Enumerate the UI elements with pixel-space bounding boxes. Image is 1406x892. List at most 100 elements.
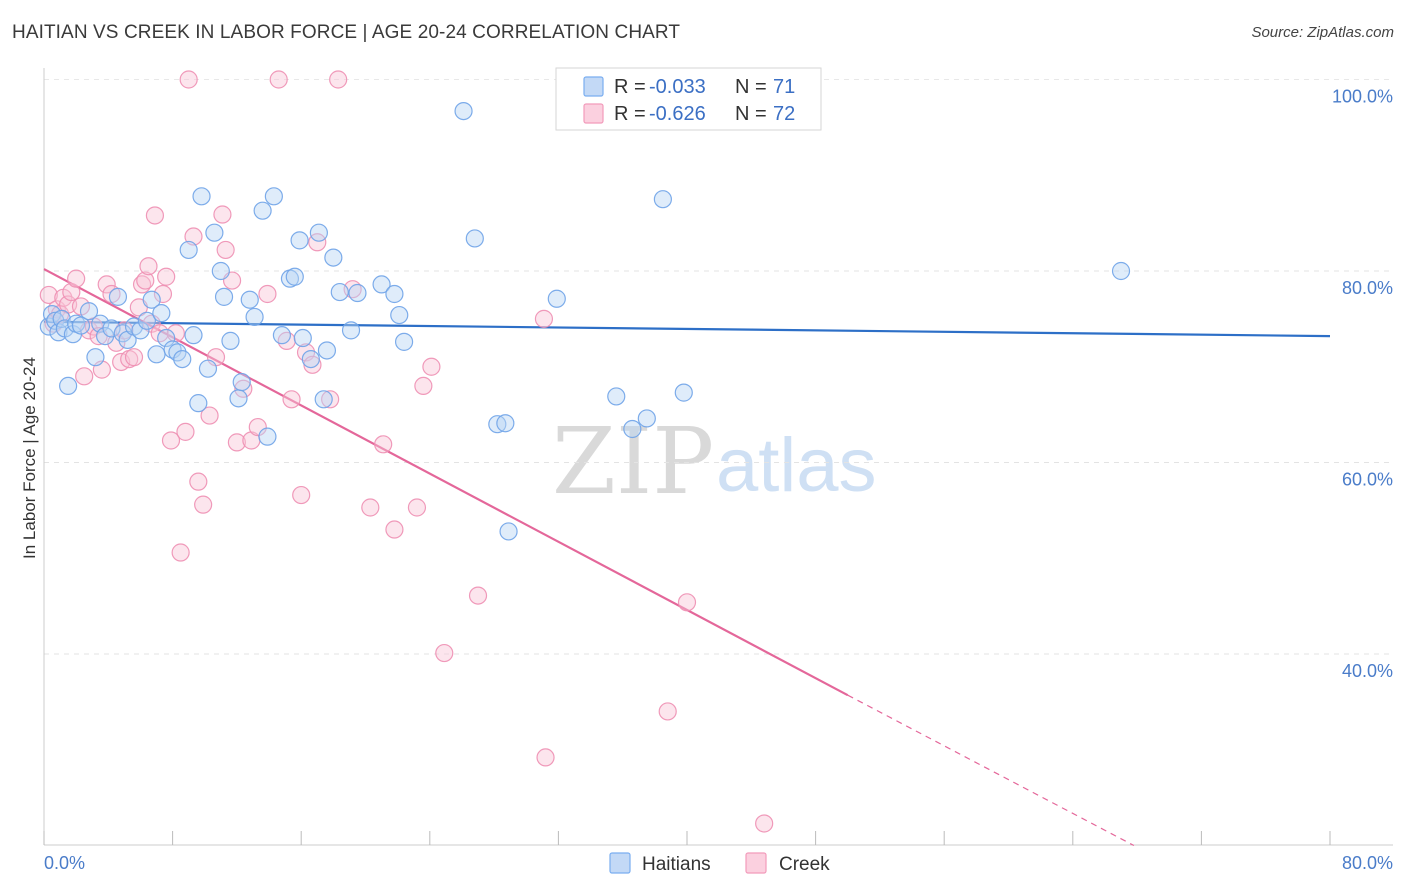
trend-line-haitians xyxy=(43,320,1331,338)
haitians-point-54 xyxy=(330,282,349,302)
bottom-legend-haitians: Haitians xyxy=(642,854,711,875)
haitians-point-6 xyxy=(59,376,78,395)
creek-point-30 xyxy=(161,431,181,450)
source-credit: Source: ZipAtlas.com xyxy=(1251,24,1394,41)
haitians-point-37 xyxy=(229,389,248,408)
creek-point-66 xyxy=(534,309,554,328)
y-tick-label-60: 60.0% xyxy=(1342,470,1393,490)
haitians-point-27 xyxy=(173,349,192,369)
haitians-point-41 xyxy=(253,201,272,220)
haitians-point-46 xyxy=(285,267,304,286)
trend-line-creek xyxy=(43,268,849,697)
haitians-point-70 xyxy=(653,190,672,209)
haitians-point-40 xyxy=(245,307,264,327)
haitians-point-14 xyxy=(102,319,121,338)
correlation-legend: R = -0.033 N = 71 R = -0.626 N = 72 xyxy=(555,67,822,131)
haitians-point-32 xyxy=(198,359,218,378)
haitians-point-49 xyxy=(301,349,320,369)
haitians-point-23 xyxy=(152,304,171,323)
creek-point-9 xyxy=(75,367,94,386)
legend-swatch-haitians xyxy=(583,76,604,97)
haitians-point-20 xyxy=(137,311,156,330)
haitians-point-38 xyxy=(232,372,251,392)
bottom-swatch-haitians xyxy=(609,852,631,874)
haitians-point-68 xyxy=(623,419,642,439)
haitians-point-21 xyxy=(142,290,161,309)
haitians-point-67 xyxy=(607,387,626,406)
haitians-point-25 xyxy=(163,340,182,359)
creek-point-68 xyxy=(658,702,677,721)
creek-point-70 xyxy=(755,814,774,833)
creek-point-47 xyxy=(258,284,277,304)
creek-point-64 xyxy=(435,643,454,663)
creek-point-24 xyxy=(139,257,158,276)
y-tick-label-80: 80.0% xyxy=(1342,278,1393,298)
creek-point-7 xyxy=(67,269,86,288)
creek-point-59 xyxy=(374,435,393,454)
haitians-point-66 xyxy=(547,289,566,308)
haitians-point-11 xyxy=(86,348,105,367)
creek-point-51 xyxy=(292,485,311,505)
haitians-point-9 xyxy=(71,316,91,335)
haitians-point-48 xyxy=(293,328,312,348)
axes xyxy=(43,68,1393,846)
haitians-point-43 xyxy=(264,187,283,206)
bottom-legend-creek: Creek xyxy=(779,854,830,875)
series-legend: Haitians Creek xyxy=(609,852,830,875)
x-tick-min: 0.0% xyxy=(44,853,85,873)
creek-point-58 xyxy=(361,498,380,517)
y-tick-label-100: 100.0% xyxy=(1332,87,1393,107)
watermark-atlas: atlas xyxy=(716,423,877,508)
creek-point-0 xyxy=(39,285,58,305)
haitians-point-33 xyxy=(205,223,224,242)
haitians-point-44 xyxy=(272,326,292,345)
haitians-point-55 xyxy=(341,321,361,340)
creek-point-40 xyxy=(213,205,232,224)
y-axis-title: In Labor Force | Age 20-24 xyxy=(20,357,39,559)
haitians-point-36 xyxy=(221,331,240,350)
haitians-point-64 xyxy=(496,414,515,433)
haitians-point-35 xyxy=(214,287,234,306)
chart-title: HAITIAN VS CREEK IN LABOR FORCE | AGE 20… xyxy=(12,22,681,43)
creek-point-50 xyxy=(282,390,301,409)
legend-n-creek: 72 xyxy=(773,103,795,125)
haitians-point-69 xyxy=(637,409,656,428)
haitians-point-50 xyxy=(309,223,328,242)
creek-point-34 xyxy=(179,70,198,89)
creek-point-14 xyxy=(97,275,116,294)
haitians-point-15 xyxy=(108,287,128,306)
legend-n-label-creek: N = xyxy=(735,103,767,125)
creek-point-48 xyxy=(269,70,288,89)
legend-r-creek: -0.626 xyxy=(649,103,706,125)
creek-point-55 xyxy=(321,390,340,409)
haitians-point-34 xyxy=(211,261,230,281)
legend-swatch-creek xyxy=(583,103,604,124)
haitians-point-56 xyxy=(348,283,367,303)
legend-n-haitians: 71 xyxy=(773,76,795,98)
haitians-point-29 xyxy=(184,326,203,345)
haitians-point-58 xyxy=(385,284,404,304)
haitians-point-10 xyxy=(79,302,99,321)
haitians-point-60 xyxy=(394,332,414,351)
creek-point-62 xyxy=(414,376,433,395)
legend-n-label-haitians: N = xyxy=(735,76,767,98)
haitians-point-28 xyxy=(179,240,198,260)
haitians-point-22 xyxy=(147,345,166,364)
haitians-point-2 xyxy=(46,311,65,330)
creek-point-6 xyxy=(62,282,81,302)
haitians-point-65 xyxy=(499,522,518,541)
trend-line-creek-extension xyxy=(847,694,1135,847)
haitians-point-62 xyxy=(465,229,484,248)
creek-point-37 xyxy=(194,495,213,514)
haitians-points xyxy=(39,101,1131,541)
grid-lines xyxy=(44,79,1393,655)
haitians-point-57 xyxy=(372,275,391,294)
legend-r-label-haitians: R = xyxy=(614,76,646,98)
haitians-point-42 xyxy=(258,427,277,446)
watermark-zip: ZIP xyxy=(552,408,714,515)
haitians-point-30 xyxy=(189,394,208,413)
creek-point-35 xyxy=(184,227,203,246)
creek-point-60 xyxy=(385,520,404,539)
tick-labels: 40.0% 60.0% 80.0% 100.0% xyxy=(1332,87,1393,682)
haitians-point-51 xyxy=(314,390,333,409)
